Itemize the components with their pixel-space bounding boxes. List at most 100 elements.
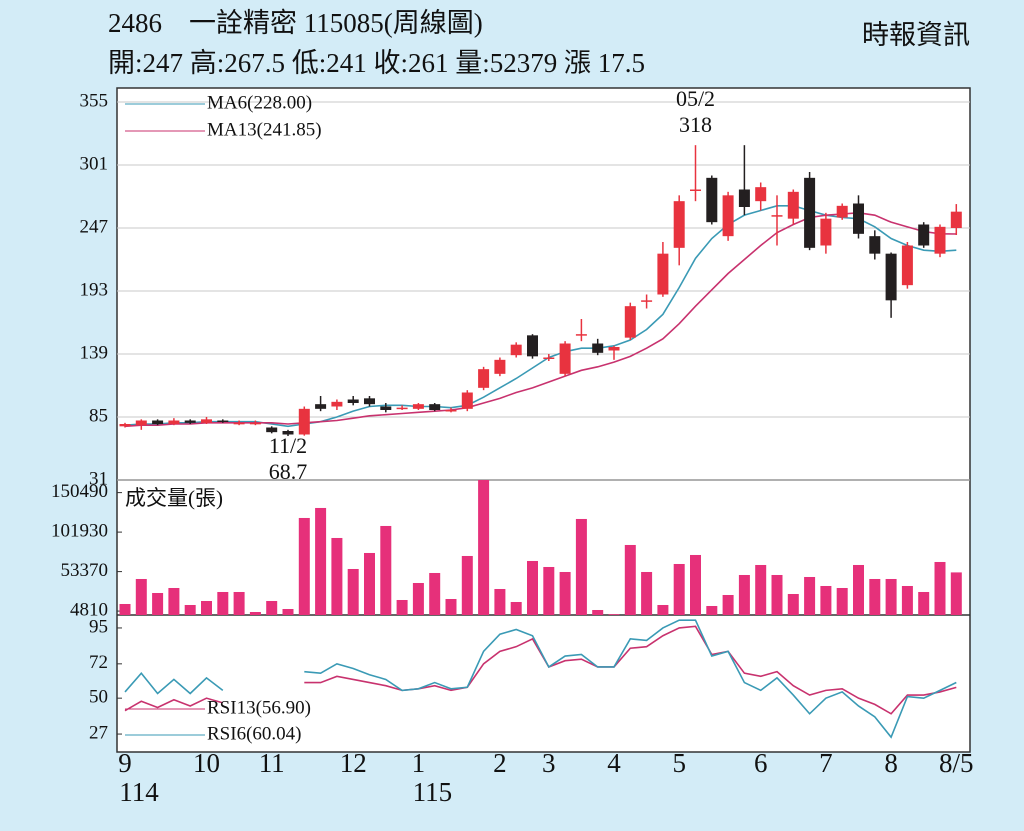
annotation-value: 318 [679,112,712,137]
volume-bar [690,554,701,615]
volume-bar [771,574,783,615]
x-tick-label: 7 [819,748,833,778]
panel-title: 成交量(張) [125,486,223,510]
volume-bar [559,571,571,615]
volume-bar [494,588,506,615]
candle-body [575,334,587,336]
candle-body [478,369,490,388]
candle-body [201,419,212,423]
candle-body [722,195,734,237]
candle-body [510,344,522,356]
y-tick-label: 150490 [51,481,108,502]
y-tick-label: 193 [80,279,109,300]
candle-body [396,407,408,410]
x-tick-label: 9 [118,748,132,778]
y-tick-label: 95 [89,616,108,637]
y-tick-label: 85 [89,405,108,426]
line-series [124,212,957,428]
y-tick-label: 50 [89,687,108,708]
candle-body [592,343,604,353]
candle-body [804,177,816,248]
volume-bar [608,614,620,615]
volume-bar [233,591,245,615]
candle-body [429,404,441,410]
y-tick-label: 4810 [70,599,108,620]
title: 2486 一詮精密 115085(周線圖) [108,8,483,38]
volume-bar [836,587,848,615]
y-tick-label: 355 [80,90,109,111]
x-tick-label: 6 [754,748,768,778]
candle-body [885,253,897,301]
y-tick-label: 301 [80,153,109,174]
x-tick-label: 1 [412,748,426,778]
volume-bar [298,517,310,615]
volume-bar [201,600,212,615]
candle-body [168,420,180,424]
x-tick-label: 11 [259,748,285,778]
candle-body [380,406,392,410]
volume-bar [918,591,930,615]
candle-body [934,226,946,254]
candle-body [869,236,881,254]
y-tick-label: 72 [89,652,108,673]
y-tick-label: 31 [89,468,108,489]
legend-label: RSI6(60.04) [207,723,301,744]
volume-bar [119,603,131,615]
x-year-label: 114 [119,777,159,807]
candle-body [820,218,832,246]
volume-bar [266,600,278,615]
candle-body [119,424,131,427]
legend-label: MA13(241.85) [207,119,322,140]
candle-body [771,215,783,217]
volume-bar [249,611,261,615]
volume-bar [820,585,832,615]
candle-body [559,343,571,374]
volume-bar [853,564,864,615]
y-tick-label: 53370 [61,560,109,581]
y-tick-label: 139 [80,342,109,363]
volume-bar [135,578,147,615]
candle-body [706,177,718,223]
volume-bar [641,571,653,615]
volume-bar [152,592,164,615]
volume-bar [592,609,604,615]
candle-body [950,211,962,228]
volume-bar [412,582,424,615]
x-tick-label: 12 [340,748,367,778]
volume-bar [543,566,555,615]
candle-body [217,420,229,422]
volume-bar [217,591,229,615]
candle-body [364,398,375,405]
volume-bar [380,525,392,615]
chart-frame [116,87,971,753]
volume-bar [347,568,359,615]
volume-bar [706,605,718,615]
volume-bar [429,572,441,615]
volume-bar [315,507,327,615]
volume-bar [184,604,196,615]
candle-body [249,422,261,425]
volume-bar [445,598,457,615]
volume-bar [901,585,913,615]
volume-bar [673,563,685,615]
annotation-value: 68.7 [269,459,308,484]
legend-label: MA6(228.00) [207,92,312,113]
volume-bar [934,561,946,615]
volume-bar [755,564,767,615]
annotation-date: 11/2 [269,433,307,458]
y-tick-label: 27 [89,722,108,743]
x-tick-label: 2 [493,748,507,778]
candle-body [624,306,636,338]
x-tick-label: 4 [607,748,621,778]
x-year-label: 115 [413,777,453,807]
annotation-date: 05/2 [676,86,715,111]
source: 時報資訊 [862,20,970,50]
candle-body [527,335,538,357]
line-series [304,619,957,739]
candle-body [152,420,164,424]
volume-bar [738,574,750,615]
candle-body [347,399,359,403]
candle-body [836,205,848,218]
volume-bar [282,608,294,615]
